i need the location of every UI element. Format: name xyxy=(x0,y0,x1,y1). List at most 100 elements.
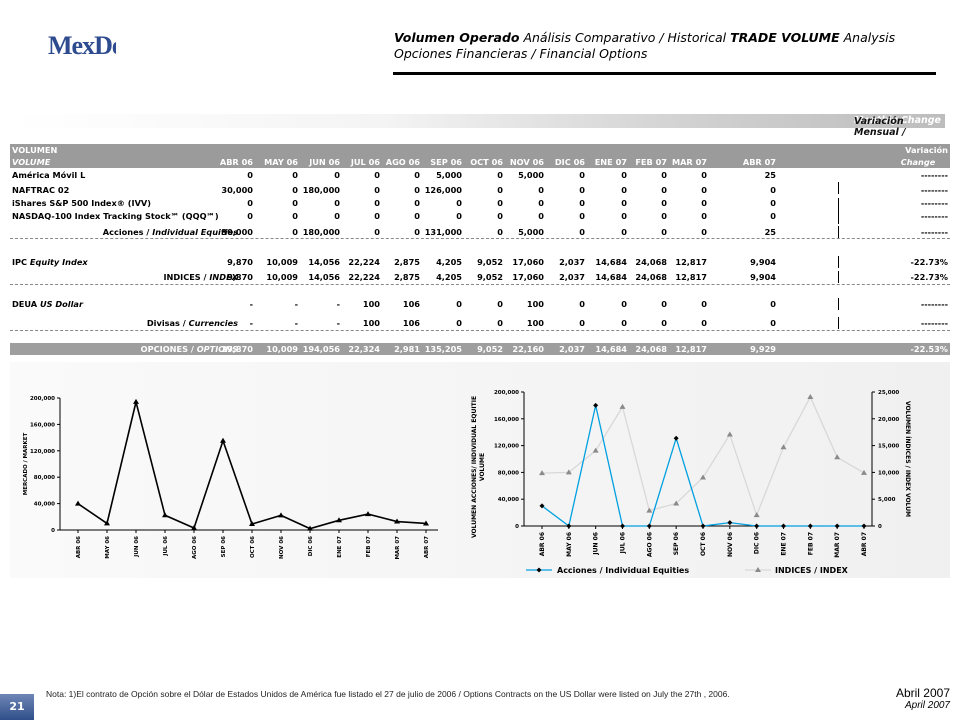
table-cell: 2,037 xyxy=(559,344,585,354)
y-axis-label: MERCADO / MARKET xyxy=(23,432,29,495)
data-point-equities xyxy=(673,435,679,441)
table-cell: 2,037 xyxy=(559,257,585,267)
table-cell: 9,870 xyxy=(227,272,253,282)
x-tick-label: DIC 06 xyxy=(308,536,314,556)
data-point-index xyxy=(834,454,841,460)
table-cell: 0 xyxy=(621,170,627,180)
row-label: IPC Equity Index xyxy=(12,257,88,267)
y-right-tick-label: 10,000 xyxy=(878,470,899,476)
table-change-cell: -------- xyxy=(920,299,948,309)
table-cell: 0 xyxy=(621,211,627,221)
y-tick-label: 160,000 xyxy=(494,417,519,423)
table-row: DEUA US Dollar - - - 100 106 0 0 100 0 0 0 0 0 -------… xyxy=(10,298,950,310)
y-tick-label: 40,000 xyxy=(34,502,55,508)
table-cell: 0 xyxy=(414,211,420,221)
y-right-tick-label: 25,000 xyxy=(878,390,899,396)
header-rule xyxy=(393,72,936,75)
table-cell: 22,324 xyxy=(348,344,380,354)
table-row: Acciones / Individual Equities 30,000 0 180… xyxy=(10,226,950,238)
table-cell: 0 xyxy=(579,198,585,208)
data-point-equities xyxy=(539,503,545,509)
table-cell: 0 xyxy=(456,318,462,328)
y-tick-label: 160,000 xyxy=(30,422,55,428)
table-cell: 0 xyxy=(701,299,707,309)
table-cell: 2,875 xyxy=(394,272,420,282)
data-point xyxy=(394,518,400,524)
legend-label-index: INDICES / INDEX xyxy=(775,566,849,575)
data-point-equities xyxy=(807,523,813,529)
table-cell: 0 xyxy=(374,185,380,195)
table-cell: 0 xyxy=(414,227,420,237)
table-cell: 135,205 xyxy=(424,344,462,354)
table-cell: 0 xyxy=(374,198,380,208)
x-tick-label: ABR 07 xyxy=(424,536,430,558)
table-cell: 0 xyxy=(770,198,776,208)
row-label: Acciones / Individual Equities xyxy=(102,227,238,237)
table-cell: - xyxy=(336,318,340,328)
report-date: Abril 2007 April 2007 xyxy=(896,686,950,711)
data-point xyxy=(249,521,255,527)
date-es: Abril 2007 xyxy=(895,686,950,700)
x-tick-label: DIC 06 xyxy=(754,532,761,554)
table-column-header: OCT 06 xyxy=(470,157,503,167)
svg-text:MexDer: MexDer xyxy=(48,31,116,60)
data-point xyxy=(278,512,284,518)
data-point xyxy=(162,512,168,518)
table-row: NAFTRAC 02 30,000 0 180,000 0 0 126,000 0 0 0 0 0 0 0… xyxy=(10,184,950,196)
table-column-header: ABR 07 xyxy=(742,157,776,167)
table-cell: 0 xyxy=(247,211,253,221)
table-cell: 10,009 xyxy=(266,257,298,267)
table-cell: 14,684 xyxy=(595,257,627,267)
data-point-index xyxy=(726,431,733,437)
series-line-index xyxy=(541,395,865,517)
table-cell: 0 xyxy=(292,211,298,221)
x-tick-label: FEB 07 xyxy=(366,536,372,557)
table-cell: 0 xyxy=(579,318,585,328)
table-cell: 0 xyxy=(770,318,776,328)
y-tick-label: 120,000 xyxy=(494,444,519,450)
equities-index-chart: 0 40,000 80,000 120,000 160,000 200,000 0 5,000… xyxy=(471,390,912,575)
data-point xyxy=(220,437,226,443)
table-cell: 100 xyxy=(526,318,544,328)
table-cell: 0 xyxy=(579,170,585,180)
data-point xyxy=(104,520,110,526)
table-cell: - xyxy=(249,299,253,309)
table-cell: 0 xyxy=(456,299,462,309)
table-cell: 0 xyxy=(538,185,544,195)
legend-marker-equities xyxy=(536,567,542,573)
y-tick-label: 80,000 xyxy=(34,475,55,481)
table-header-row-2: VOLUME ABR 06 MAY 06 JUN 06 JUL 06 AGO 06 SEP … xyxy=(10,156,950,168)
footnote: Nota: 1)El contrato de Opción sobre el D… xyxy=(46,689,730,699)
table-cell: 0 xyxy=(414,170,420,180)
table-change-cell: -------- xyxy=(920,198,948,208)
table-cell: 22,224 xyxy=(348,257,380,267)
table-change-cell: -22.73% xyxy=(910,272,949,282)
monthly-change-label: Variación Mensual / Monthly Change xyxy=(854,115,941,138)
table-cell: 0 xyxy=(374,170,380,180)
column-separator xyxy=(838,256,839,268)
table-cell: 2,037 xyxy=(559,272,585,282)
table-cell: 5,000 xyxy=(436,170,462,180)
table-cell: 0 xyxy=(497,299,503,309)
y-right-tick-label: 15,000 xyxy=(878,444,899,450)
x-tick-label: NOV 06 xyxy=(279,536,285,559)
table-cell: 131,000 xyxy=(424,227,462,237)
table-cell: 0 xyxy=(292,198,298,208)
row-label: OPCIONES / OPTIONS xyxy=(140,344,238,354)
table-column-header: ENE 07 xyxy=(594,157,627,167)
data-point-index xyxy=(565,469,572,475)
table-row: Divisas / Currencies - - - 100 106 0 0 100 0 0 0 0 0 -… xyxy=(10,317,950,329)
x-tick-label: JUL 06 xyxy=(163,536,169,557)
table-column-header: AGO 06 xyxy=(385,157,420,167)
mexder-logo: MexDer xyxy=(46,26,134,66)
row-label: DEUA US Dollar xyxy=(12,299,83,309)
row-label: NAFTRAC 02 xyxy=(12,185,70,195)
volume-table: VOLUMEN Variación VOLUME ABR 06 MAY 06 JUN 06… xyxy=(10,130,950,355)
series-line xyxy=(77,401,427,530)
data-point-equities xyxy=(593,402,599,408)
table-column-header: FEB 07 xyxy=(635,157,667,167)
table-cell: 4,205 xyxy=(436,272,462,282)
table-change-cell: -------- xyxy=(920,170,948,180)
column-separator xyxy=(838,271,839,283)
table-cell: 0 xyxy=(621,185,627,195)
